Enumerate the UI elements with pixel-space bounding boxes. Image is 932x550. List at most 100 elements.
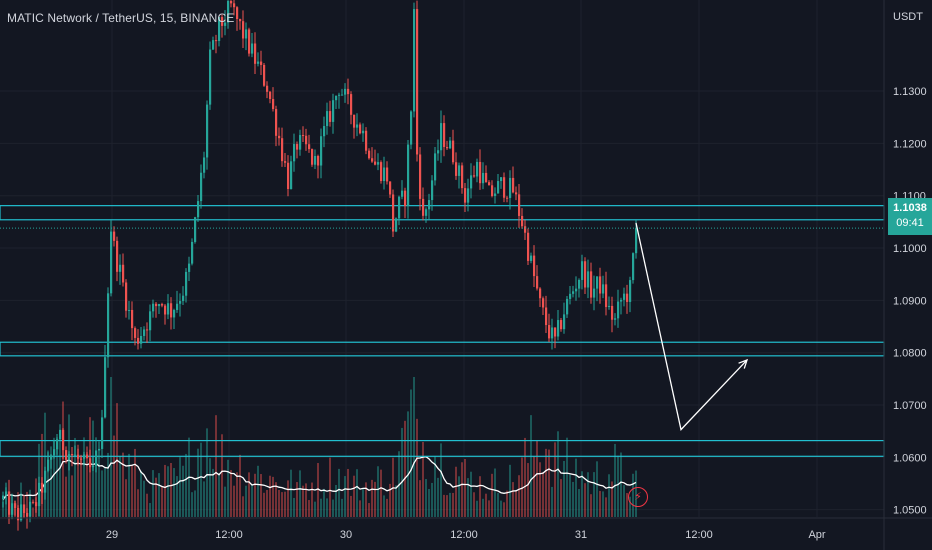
volume-bar [362,488,364,517]
volume-bar [452,492,454,517]
volume-bar [368,503,370,517]
candle-body [20,504,23,521]
y-tick-label: 1.1000 [893,243,927,255]
candle-body [542,298,545,308]
volume-bar [149,503,151,517]
candle-body [197,201,200,218]
candle-body [263,64,266,86]
candle-body [416,9,419,155]
candle-body [53,449,56,456]
candle-body [401,190,404,197]
volume-bar [440,443,442,517]
candle-body [599,276,602,294]
volume-bar [509,464,511,517]
volume-bar [290,469,292,517]
candle-body [236,7,239,20]
candle-body [140,335,143,344]
candle-body [443,123,446,147]
x-tick-label: 12:00 [685,529,713,541]
volume-bar [425,479,427,517]
candle-body [122,264,125,283]
x-tick-label: 12:00 [450,529,478,541]
volume-bar [77,444,79,517]
candle-body [287,162,290,190]
candle-body [635,228,638,254]
volume-bar [113,435,115,517]
support-resistance-zones[interactable] [0,205,885,457]
candle-body [14,503,17,508]
x-tick-label: 30 [340,529,352,541]
candle-body [581,261,584,280]
volume-bar [497,493,499,517]
lightning-bolt-icon[interactable]: ⚡ [628,487,648,507]
volume-bar [545,448,547,517]
volume-bar [206,428,208,517]
candle-body [188,263,191,272]
volume-bar [200,442,202,517]
volume-bar [251,485,253,517]
volume-bar [182,465,184,517]
candle-body [26,512,29,517]
volume-bar [371,479,373,517]
volume-bar [317,463,319,517]
volume-bar [416,418,418,517]
candle-body [56,439,59,450]
candle-body [521,215,524,227]
candle-body [116,240,119,272]
candle-body [74,454,77,456]
y-tick-label: 1.0600 [893,452,927,464]
candle-body [227,0,230,23]
candle-body [80,458,83,460]
candle-body [284,161,287,163]
candle-body [611,305,614,320]
candle-body [452,140,455,163]
candle-body [290,161,293,190]
volume-bar [44,412,46,517]
candle-body [626,293,629,302]
volume-bar [344,476,346,517]
candle-body [434,153,437,181]
candle-body [278,135,281,139]
candle-body [128,309,131,311]
volume-bar [230,470,232,517]
candle-body [143,329,146,336]
candle-body [470,175,473,189]
volume-bar [557,431,559,517]
volume-bar [326,498,328,517]
candle-body [125,282,128,311]
candle-body [557,320,560,337]
candle-body [464,188,467,203]
volume-bar [212,468,214,517]
volume-bar [446,495,448,517]
candle-body [95,450,98,466]
candle-body [161,304,164,306]
volume-bar [518,475,520,517]
candle-body [59,429,62,440]
candle-body [101,417,104,449]
volume-bar [272,476,274,517]
volume-bar [623,485,625,517]
volume-bar [221,434,223,517]
candle-body [503,177,506,198]
candle-body [578,279,581,289]
candle-body [380,162,383,182]
candle-body [329,111,332,122]
volume-bar [65,476,67,517]
volume-bar [335,484,337,517]
sr-zone-1 [0,341,885,357]
candle-body [104,357,107,418]
candle-body [473,175,476,177]
volume-bar [47,452,49,517]
candle-body [410,111,413,145]
volume-bar [323,488,325,517]
volume-bar [197,448,199,517]
volume-bar [386,498,388,517]
volume-bar [71,475,73,517]
volume-bar [533,456,535,517]
candle-body [344,88,347,95]
candle-body [551,327,554,339]
symbol-title[interactable]: MATIC Network / TetherUS, 15, BINANCE [7,11,235,25]
candle-body [137,337,140,344]
candle-body [389,181,392,195]
